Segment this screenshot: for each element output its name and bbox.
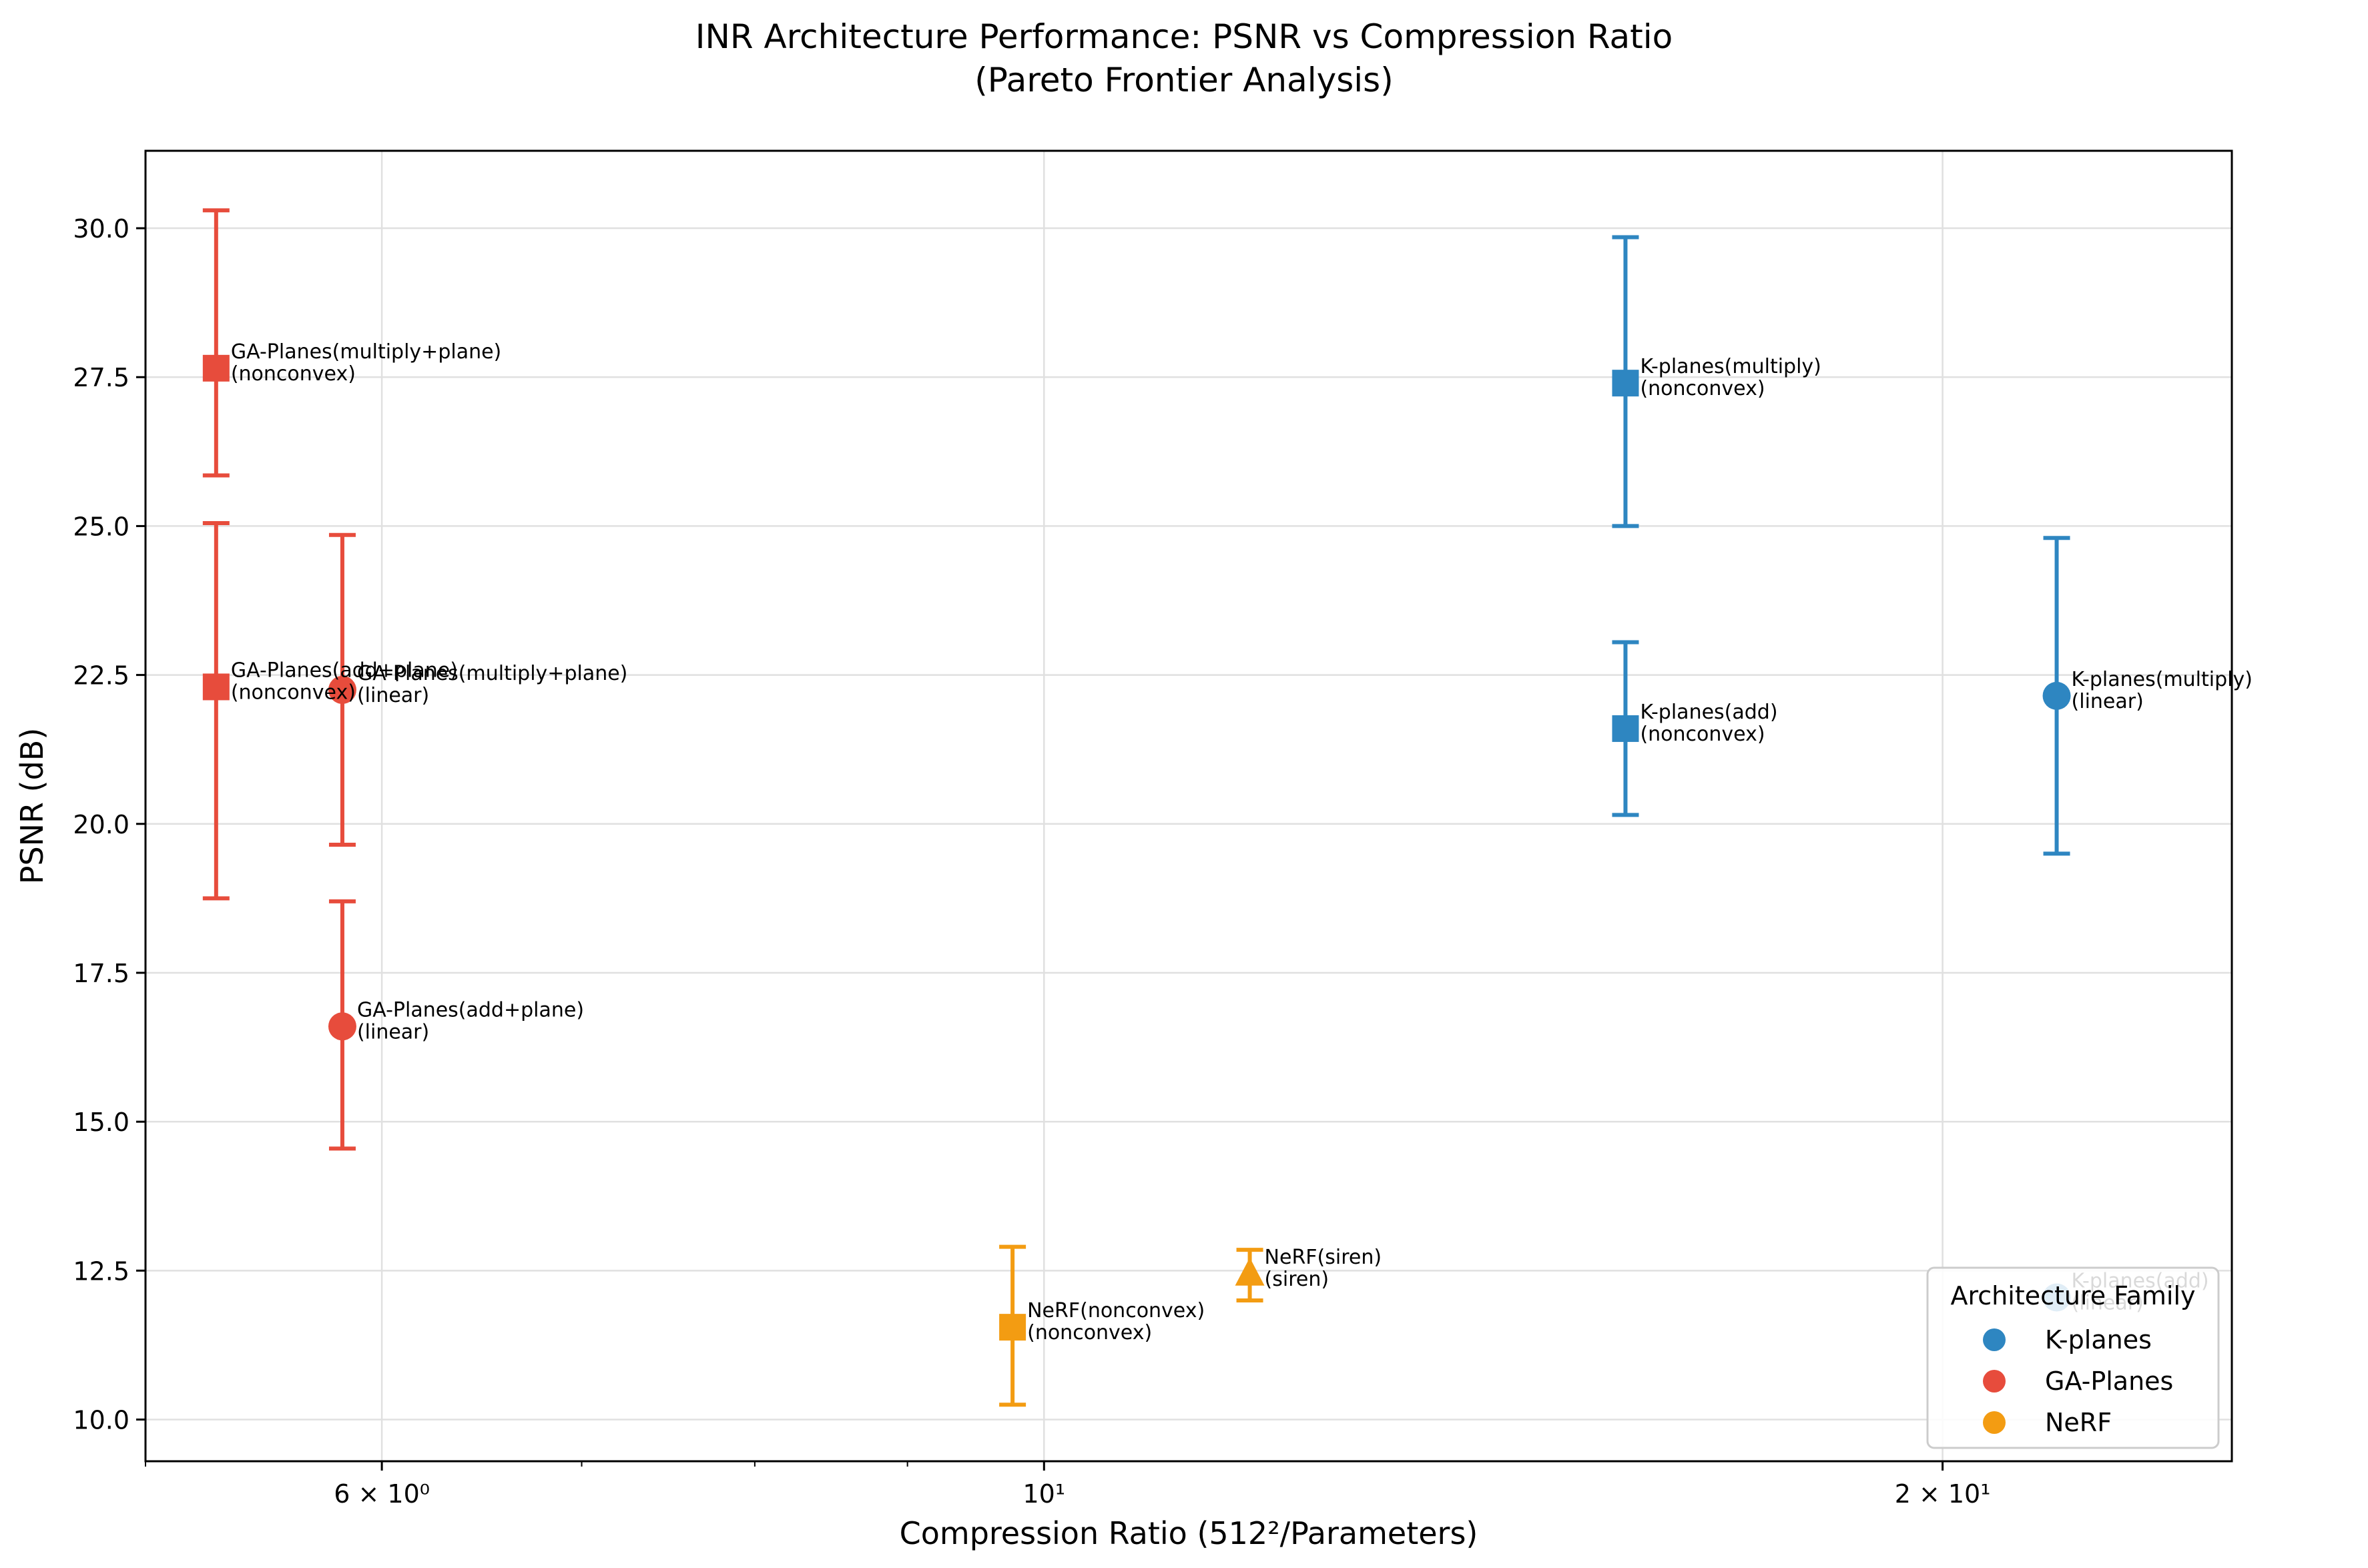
error-bars bbox=[202, 208, 2070, 1407]
data-point-triangle bbox=[1235, 1257, 1265, 1286]
x-axis-label: Compression Ratio (512²/Parameters) bbox=[900, 1515, 1478, 1551]
data-point-square bbox=[202, 673, 230, 701]
point-label: (nonconvex) bbox=[1640, 377, 1765, 400]
point-label: (nonconvex) bbox=[1027, 1321, 1152, 1344]
y-tick-label: 22.5 bbox=[73, 661, 129, 691]
point-label: (nonconvex) bbox=[1640, 723, 1765, 746]
grid bbox=[145, 151, 2232, 1461]
legend-title: Architecture Family bbox=[1951, 1281, 2196, 1310]
plot-area-frame bbox=[144, 149, 2233, 1463]
legend-marker bbox=[1983, 1370, 2006, 1393]
x-tick-label: 6 × 10⁰ bbox=[334, 1479, 430, 1509]
y-tick-label: 10.0 bbox=[73, 1406, 129, 1435]
point-label: GA-Planes(add+plane) bbox=[357, 998, 584, 1022]
point-label: (nonconvex) bbox=[231, 681, 356, 704]
x-tick-label: 2 × 10¹ bbox=[1895, 1479, 1991, 1509]
point-label: (linear) bbox=[357, 684, 429, 707]
data-points bbox=[202, 354, 2071, 1341]
point-label: (linear) bbox=[2072, 690, 2144, 713]
chart-subtitle: (Pareto Frontier Analysis) bbox=[974, 61, 1393, 99]
point-label: K-planes(add) bbox=[1640, 701, 1777, 724]
data-point-square bbox=[1612, 370, 1639, 397]
point-labels: GA-Planes(multiply+plane)(nonconvex)GA-P… bbox=[231, 340, 2253, 1344]
data-point-circle bbox=[2042, 681, 2071, 710]
point-label: GA-Planes(multiply+plane) bbox=[357, 662, 627, 685]
x-tick-label: 10¹ bbox=[1022, 1479, 1065, 1509]
x-axis-ticks: 6 × 10⁰ 10¹ 2 × 10¹ bbox=[145, 1461, 1990, 1509]
y-tick-label: 20.0 bbox=[73, 810, 129, 839]
y-tick-label: 12.5 bbox=[73, 1256, 129, 1286]
y-axis-label: PSNR (dB) bbox=[14, 728, 50, 885]
data-point-square bbox=[1612, 715, 1639, 742]
y-tick-label: 17.5 bbox=[73, 959, 129, 988]
data-point-square bbox=[999, 1314, 1026, 1341]
legend-label: GA-Planes bbox=[2045, 1366, 2173, 1396]
chart-title: INR Architecture Performance: PSNR vs Co… bbox=[695, 17, 1673, 56]
legend-marker bbox=[1983, 1328, 2006, 1351]
point-label: GA-Planes(multiply+plane) bbox=[231, 340, 501, 364]
legend-box bbox=[1926, 1266, 2220, 1449]
legend-label: K-planes bbox=[2045, 1325, 2152, 1354]
point-label: GA-Planes(add+plane) bbox=[231, 659, 458, 682]
point-label: NeRF(siren) bbox=[1265, 1246, 1382, 1269]
point-label: K-planes(multiply) bbox=[2072, 668, 2253, 691]
y-tick-label: 25.0 bbox=[73, 512, 129, 541]
point-label: (siren) bbox=[1265, 1268, 1329, 1291]
point-label: (nonconvex) bbox=[231, 362, 356, 386]
y-axis-ticks: 10.0 12.5 15.0 17.5 20.0 22.5 25.0 27.5 30.0 bbox=[73, 214, 145, 1435]
y-tick-label: 15.0 bbox=[73, 1108, 129, 1137]
legend-marker bbox=[1983, 1411, 2006, 1434]
y-tick-label: 30.0 bbox=[73, 214, 129, 244]
point-label: (linear) bbox=[357, 1020, 429, 1044]
data-point-square bbox=[202, 354, 230, 382]
legend-label: NeRF bbox=[2045, 1408, 2112, 1437]
data-point-circle bbox=[328, 1012, 356, 1041]
data-point-circle bbox=[328, 675, 356, 704]
point-label: NeRF(nonconvex) bbox=[1027, 1299, 1205, 1322]
legend: Architecture Family K-planes GA-Planes NeR… bbox=[1926, 1266, 2220, 1449]
point-label: K-planes(multiply) bbox=[1640, 355, 1821, 378]
y-tick-label: 27.5 bbox=[73, 363, 129, 392]
legend-entries: K-planes GA-Planes NeRF bbox=[1983, 1325, 2173, 1437]
